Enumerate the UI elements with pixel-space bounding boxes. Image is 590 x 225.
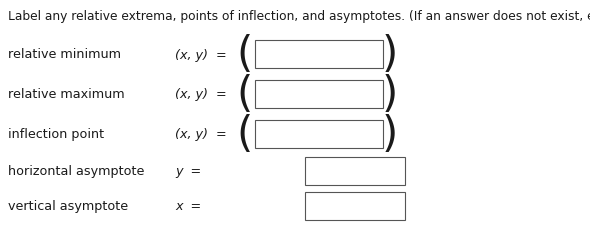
Bar [305, 157, 405, 185]
Text: ): ) [382, 113, 398, 155]
Text: ): ) [382, 34, 398, 76]
Text: relative maximum: relative maximum [8, 88, 124, 101]
Text: (: ( [236, 34, 252, 76]
Text: y  =: y = [175, 165, 201, 178]
Text: (x, y)  =: (x, y) = [175, 48, 227, 61]
Text: (: ( [236, 74, 252, 115]
Text: Label any relative extrema, points of inflection, and asymptotes. (If an answer : Label any relative extrema, points of in… [8, 10, 590, 23]
Bar [305, 192, 405, 220]
Text: inflection point: inflection point [8, 128, 104, 141]
Text: (: ( [236, 113, 252, 155]
Text: vertical asymptote: vertical asymptote [8, 200, 128, 213]
Bar [255, 120, 383, 148]
Text: ): ) [382, 74, 398, 115]
Text: relative minimum: relative minimum [8, 48, 121, 61]
Bar [255, 81, 383, 108]
Text: x  =: x = [175, 200, 201, 213]
Text: (x, y)  =: (x, y) = [175, 128, 227, 141]
Bar [255, 41, 383, 69]
Text: horizontal asymptote: horizontal asymptote [8, 165, 145, 178]
Text: (x, y)  =: (x, y) = [175, 88, 227, 101]
